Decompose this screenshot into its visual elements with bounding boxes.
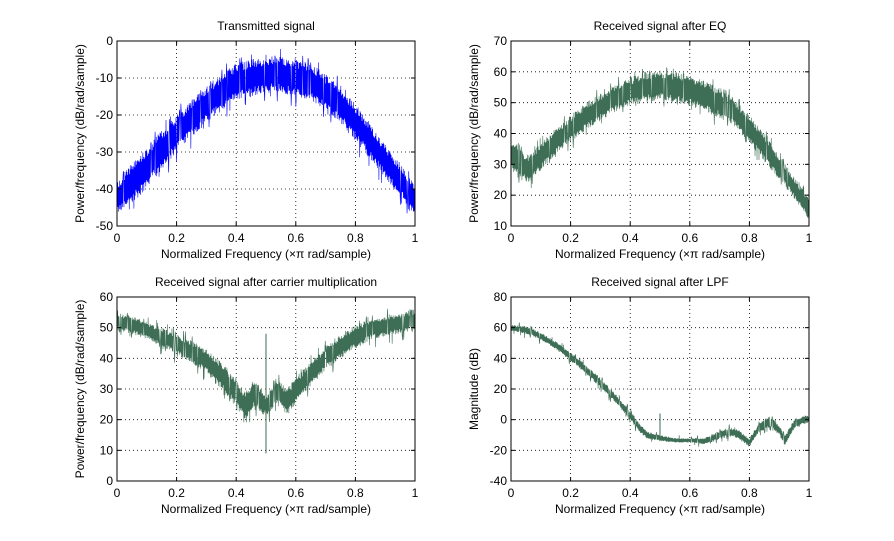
y-tick-label: 30 bbox=[494, 157, 508, 171]
subplot-1: 0 0.2 0.4 0.6 0.8 1 -50 -40 -30 -20 -10 0 Transmitte… bbox=[73, 19, 419, 261]
x-tick-label: 0.8 bbox=[741, 486, 758, 500]
y-tick-label: 80 bbox=[494, 290, 508, 304]
y-tick-label: -30 bbox=[96, 145, 114, 159]
subplot-4: 0 0.2 0.4 0.6 0.8 1 -40 -20 0 20 40 60 80 Received si… bbox=[467, 275, 813, 516]
y-tick-label: 50 bbox=[494, 96, 508, 110]
y-axis-label: Power/frequency (dB/rad/sample) bbox=[73, 300, 87, 479]
chart-title: Received signal after LPF bbox=[591, 275, 728, 289]
x-tick-label: 0.4 bbox=[622, 486, 639, 500]
y-tick-label: 10 bbox=[494, 219, 508, 233]
chart-title: Received signal after EQ bbox=[594, 19, 727, 33]
x-tick-label: 0.2 bbox=[168, 231, 185, 245]
x-axis-label: Normalized Frequency (×π rad/sample) bbox=[555, 502, 765, 516]
x-axis-label: Normalized Frequency (×π rad/sample) bbox=[161, 502, 371, 516]
y-axis-label: Power/frequency (dB/rad/sample) bbox=[467, 44, 481, 223]
x-tick-label: 0.6 bbox=[287, 486, 304, 500]
x-tick-label: 0 bbox=[508, 231, 515, 245]
psd-trace bbox=[510, 67, 810, 218]
x-tick-label: 0.4 bbox=[228, 231, 245, 245]
x-tick-label: 0.4 bbox=[622, 231, 639, 245]
x-tick-label: 0.8 bbox=[347, 486, 364, 500]
subplot-2: 0 0.2 0.4 0.6 0.8 1 10 20 30 40 50 60 70 Received sig… bbox=[467, 19, 813, 261]
x-axis-label: Normalized Frequency (×π rad/sample) bbox=[555, 247, 765, 261]
x-tick-label: 1 bbox=[806, 231, 813, 245]
y-tick-label: 20 bbox=[494, 188, 508, 202]
psd-trace bbox=[116, 48, 416, 214]
y-tick-label: 40 bbox=[100, 351, 114, 365]
y-tick-label: 0 bbox=[500, 413, 507, 427]
y-tick-label: 20 bbox=[494, 382, 508, 396]
y-tick-label: 10 bbox=[100, 443, 114, 457]
x-axis-label: Normalized Frequency (×π rad/sample) bbox=[161, 247, 371, 261]
y-tick-label: -20 bbox=[96, 108, 114, 122]
y-tick-label: 70 bbox=[494, 34, 508, 48]
y-axis-label: Magnitude (dB) bbox=[467, 348, 481, 430]
x-tick-label: 1 bbox=[412, 486, 419, 500]
x-tick-label: 0 bbox=[114, 486, 121, 500]
y-tick-label: -10 bbox=[96, 71, 114, 85]
chart-title: Received signal after carrier multiplica… bbox=[155, 275, 377, 289]
y-tick-label: 60 bbox=[494, 65, 508, 79]
x-tick-label: 0.6 bbox=[287, 231, 304, 245]
x-tick-label: 1 bbox=[412, 231, 419, 245]
x-tick-label: 1 bbox=[806, 486, 813, 500]
y-tick-label: 60 bbox=[100, 290, 114, 304]
y-tick-label: 40 bbox=[494, 351, 508, 365]
y-tick-label: 30 bbox=[100, 382, 114, 396]
y-tick-label: -20 bbox=[490, 443, 508, 457]
x-tick-label: 0 bbox=[508, 486, 515, 500]
x-tick-label: 0.8 bbox=[741, 231, 758, 245]
y-tick-label: 0 bbox=[106, 474, 113, 488]
chart-title: Transmitted signal bbox=[217, 19, 315, 33]
y-tick-label: 50 bbox=[100, 321, 114, 335]
x-tick-label: 0.2 bbox=[168, 486, 185, 500]
x-tick-label: 0.6 bbox=[681, 231, 698, 245]
y-axis-label: Power/frequency (dB/rad/sample) bbox=[73, 44, 87, 223]
axes-frame bbox=[116, 40, 416, 227]
x-tick-label: 0 bbox=[114, 231, 121, 245]
x-tick-label: 0.6 bbox=[681, 486, 698, 500]
y-tick-label: 40 bbox=[494, 127, 508, 141]
y-tick-label: 0 bbox=[106, 34, 113, 48]
y-tick-label: -40 bbox=[96, 182, 114, 196]
x-tick-label: 0.2 bbox=[562, 231, 579, 245]
y-tick-label: -40 bbox=[490, 474, 508, 488]
x-tick-label: 0.4 bbox=[228, 486, 245, 500]
x-tick-label: 0.8 bbox=[347, 231, 364, 245]
y-tick-label: 60 bbox=[494, 321, 508, 335]
x-tick-label: 0.2 bbox=[562, 486, 579, 500]
y-tick-label: 20 bbox=[100, 413, 114, 427]
y-tick-label: -50 bbox=[96, 219, 114, 233]
